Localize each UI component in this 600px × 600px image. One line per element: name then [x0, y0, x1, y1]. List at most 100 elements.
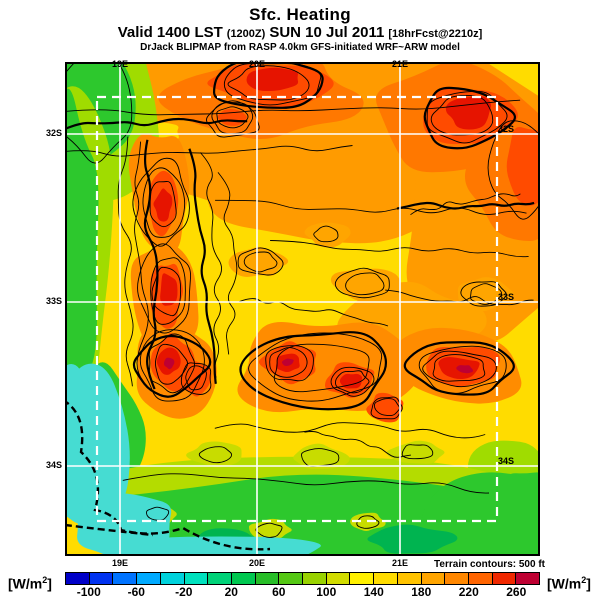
terrain-contour-line	[373, 398, 400, 417]
terrain-contour-line	[211, 102, 254, 135]
terrain-contour-line	[142, 167, 186, 238]
lon-label-bottom: 19E	[111, 558, 129, 568]
terrain-contour-line	[269, 347, 308, 378]
colorbar-segment	[160, 573, 185, 584]
colorbar-tick-label: -20	[175, 585, 193, 599]
colorbar-segment	[421, 573, 446, 584]
terrain-contour-line	[117, 136, 134, 387]
terrain-contour-line	[65, 145, 353, 157]
heating-fill-region	[304, 222, 351, 248]
heating-fill-region	[112, 536, 321, 556]
terrain-contour-line	[216, 106, 249, 129]
heating-colorbar	[65, 572, 540, 585]
colorbar-segment	[89, 573, 114, 584]
valid-prefix: Valid 1400 LST	[117, 24, 223, 41]
domain-boundary-box	[95, 95, 499, 523]
colorbar-segment	[374, 573, 398, 584]
colorbar-tick-labels: -100 -60 -20 20 60 100 140 180 220 260	[65, 585, 540, 600]
valid-zulu-time: (1200Z)	[226, 28, 266, 40]
terrain-contour-line	[334, 267, 390, 299]
terrain-contour-line	[304, 431, 411, 458]
colorbar-tick-label: 140	[363, 585, 384, 599]
colorbar-segment	[66, 573, 90, 584]
heating-fill-region	[186, 441, 242, 468]
terrain-contour-line	[151, 266, 182, 317]
heating-fill-region	[281, 358, 294, 366]
heating-fill-region	[339, 373, 363, 389]
colorbar-tick-label: 220	[458, 585, 479, 599]
lon-label-top: 20E	[248, 59, 266, 69]
map-border	[65, 62, 540, 556]
model-attribution-line: DrJack BLIPMAP from RASP 4.0km GFS-initi…	[140, 42, 460, 53]
terrain-contour-line	[155, 343, 188, 385]
lon-label-top: 21E	[391, 59, 409, 69]
colorbar-segment	[279, 573, 304, 584]
forecast-tag: [18hrFcst@2210z]	[388, 28, 483, 40]
colorbar-segment	[255, 573, 280, 584]
terrain-contour-line	[270, 240, 529, 258]
terrain-contour-line	[180, 362, 212, 395]
terrain-contour-line	[330, 366, 375, 397]
colorbar-segment	[492, 573, 517, 584]
lat-label-right: 34S	[498, 456, 515, 466]
terrain-contour-line	[215, 199, 527, 216]
units-label-left: [W/m2]	[8, 575, 52, 592]
units-label-right: [W/m2]	[547, 575, 591, 592]
colorbar-segment	[184, 573, 209, 584]
terrain-contour-line	[185, 365, 207, 391]
terrain-contour-line	[198, 446, 233, 464]
terrain-contour-line	[356, 515, 380, 529]
terrain-contour-line	[401, 444, 434, 460]
colorbar-tick-label: 260	[506, 585, 527, 599]
terrain-contour-line	[301, 448, 340, 467]
terrain-contour-line	[199, 152, 222, 378]
terrain-contour-line	[313, 225, 339, 243]
heating-fill-region	[246, 67, 299, 92]
lat-label-right: 33S	[498, 292, 515, 302]
terrain-contour-thick-line	[423, 86, 516, 150]
coastline-dashed	[65, 523, 154, 537]
colorbar-segment	[208, 573, 232, 584]
colorbar-segment	[137, 573, 161, 584]
terrain-contour-thick-line	[396, 201, 535, 210]
heating-fill-region	[506, 126, 540, 206]
colorbar-segment	[326, 573, 351, 584]
terrain-contour-line	[410, 193, 521, 216]
heating-fill-region	[65, 364, 94, 451]
colorbar-segment	[397, 573, 422, 584]
colorbar-segment	[468, 573, 493, 584]
colorbar-segment	[113, 573, 138, 584]
terrain-contour-line	[239, 298, 389, 327]
valid-date: SUN 10 Jul 2011	[269, 24, 385, 41]
heating-fill-region	[65, 88, 99, 432]
heating-fill-region	[456, 365, 474, 374]
terrain-contour-line	[217, 172, 238, 355]
terrain-contour-line	[65, 99, 521, 116]
colorbar-segment	[350, 573, 375, 584]
heating-fill-region	[206, 132, 444, 244]
terrain-contour-line	[418, 345, 507, 394]
coastline-dashed	[65, 399, 271, 551]
lon-label-bottom: 21E	[391, 558, 409, 568]
heating-fill-region	[160, 273, 178, 306]
lat-label-left: 32S	[45, 128, 62, 138]
lat-label-right: 32S	[498, 124, 515, 134]
terrain-contour-line	[334, 370, 370, 394]
terrain-contour-line	[487, 120, 540, 220]
terrain-contour-line	[134, 141, 149, 382]
lon-label-bottom: 20E	[248, 558, 266, 568]
valid-time-line: Valid 1400 LST (1200Z) SUN 10 Jul 2011 [18h…	[0, 24, 600, 41]
lon-label-top: 19E	[111, 59, 129, 69]
heating-fill-region	[228, 247, 289, 277]
terrain-contour-thick-line	[403, 341, 515, 396]
heating-fill-region	[153, 188, 173, 222]
terrain-contour-line	[370, 396, 403, 420]
heating-contour-map	[65, 62, 540, 556]
terrain-contour-line	[122, 473, 490, 494]
terrain-contour-line	[150, 257, 186, 325]
terrain-contour-line	[432, 354, 486, 382]
heating-contour-plot	[65, 62, 540, 556]
terrain-contour-line	[149, 181, 177, 228]
page-title: Sfc. Heating	[249, 5, 351, 24]
